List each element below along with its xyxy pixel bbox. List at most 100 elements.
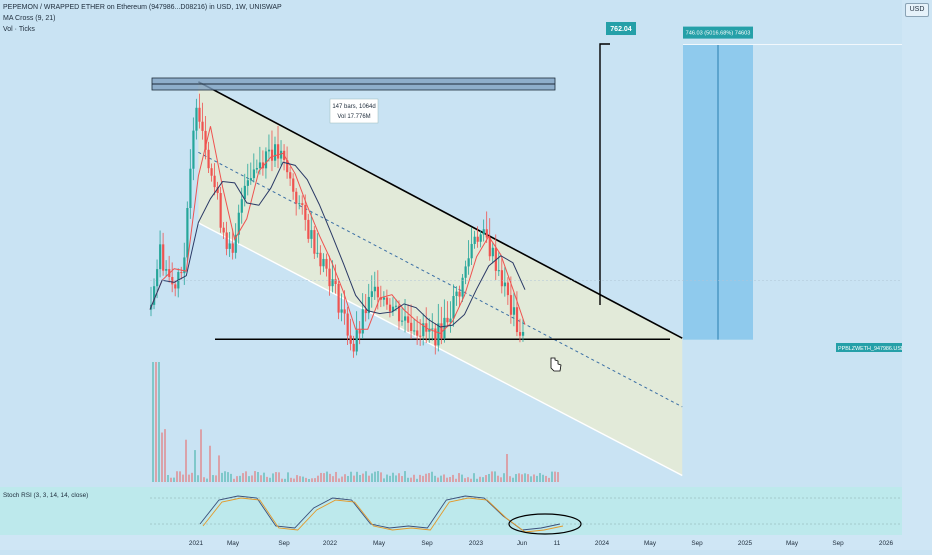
candle (192, 130, 195, 169)
candle (210, 168, 213, 176)
volume-bar (365, 471, 367, 482)
volume-bar (404, 471, 406, 482)
volume-bar (488, 473, 490, 482)
volume-bar (374, 471, 376, 482)
candle (171, 277, 174, 285)
channel-upper-line (198, 81, 683, 339)
candle (322, 258, 325, 267)
volume-bar (413, 474, 415, 482)
candle (174, 284, 177, 289)
candle (358, 330, 361, 334)
candle (201, 121, 204, 131)
candle (219, 192, 222, 228)
candle (509, 295, 513, 315)
target-path (599, 43, 610, 305)
volume-bar (554, 471, 556, 482)
volume-bar (458, 473, 460, 482)
candle (455, 291, 458, 297)
price-axis[interactable] (902, 0, 932, 550)
volume-bar (257, 472, 259, 482)
candle (521, 331, 525, 336)
candle (304, 204, 307, 220)
candle (286, 159, 289, 173)
volume-bar (332, 476, 334, 482)
candle (198, 107, 201, 122)
time-tick-label: Sep (278, 540, 290, 547)
volume-bar (500, 477, 502, 482)
volume-bar (317, 475, 319, 482)
volume-bar (521, 474, 523, 482)
candle (367, 296, 370, 314)
candle (479, 234, 482, 242)
candle (515, 307, 519, 333)
volume-legend[interactable]: Vol · Ticks (3, 26, 35, 33)
candle (240, 199, 243, 213)
candle (334, 279, 337, 284)
candle (331, 279, 334, 287)
volume-bar (431, 471, 433, 482)
candle (237, 212, 240, 235)
volume-bar (368, 475, 370, 482)
currency-button[interactable]: USD (905, 3, 929, 17)
candle (261, 162, 265, 169)
volume-bar (398, 473, 400, 482)
volume-bar (263, 472, 265, 482)
candle (343, 309, 346, 314)
candle (473, 236, 476, 244)
candle (397, 305, 401, 322)
candle (340, 309, 343, 313)
volume-bar (548, 477, 550, 482)
candle (270, 149, 274, 161)
candle (301, 203, 304, 205)
volume-bar (158, 362, 160, 482)
symbol-title: PEPEMON / WRAPPED ETHER on Ethereum (947… (3, 4, 282, 11)
time-tick-label: 2025 (738, 540, 753, 547)
volume-bar (152, 362, 154, 482)
candle (428, 328, 431, 332)
candle (225, 232, 228, 249)
volume-bar (479, 476, 481, 482)
candle (437, 323, 440, 346)
candle (452, 296, 455, 319)
volume-bar (443, 474, 445, 482)
volume-bar (401, 476, 403, 482)
channel-median-line (198, 151, 683, 408)
volume-bar (293, 478, 295, 482)
candle (252, 169, 256, 179)
candle (500, 270, 504, 287)
candle (404, 316, 407, 321)
volume-bar (344, 474, 346, 482)
ma-cross-legend[interactable]: MA Cross (9, 21) (3, 15, 56, 22)
volume-bar (476, 478, 478, 482)
volume-bar (275, 472, 277, 482)
time-tick-label: 2023 (469, 540, 484, 547)
candle (355, 330, 358, 352)
candle (506, 282, 510, 296)
volume-bar (539, 473, 541, 482)
time-axis (0, 535, 932, 550)
candle (162, 244, 165, 271)
volume-bar (491, 471, 493, 482)
volume-bar (308, 478, 310, 482)
candle (410, 322, 413, 331)
volume-bar (383, 478, 385, 482)
symbol-tag-text: PPBLZWETH_947986.USD (838, 346, 905, 352)
volume-bar (200, 429, 202, 482)
volume-bar (494, 471, 496, 482)
volume-bar (386, 474, 388, 482)
volume-bar (170, 477, 172, 482)
volume-bar (269, 477, 271, 482)
volume-bar (230, 473, 232, 482)
candle (277, 144, 280, 159)
candle (391, 306, 395, 312)
volume-bar (239, 475, 241, 482)
candle (449, 318, 452, 323)
volume-bar (437, 477, 439, 482)
candle (231, 243, 234, 253)
candle (446, 317, 449, 323)
volume-bar (362, 473, 364, 482)
volume-bar (395, 475, 397, 482)
volume-bar (461, 474, 463, 482)
